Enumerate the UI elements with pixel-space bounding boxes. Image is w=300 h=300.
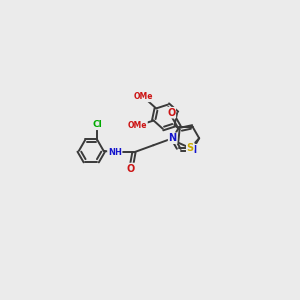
Text: N: N <box>188 145 196 155</box>
Text: Cl: Cl <box>92 120 102 129</box>
Text: O: O <box>167 108 175 118</box>
Text: NH: NH <box>108 148 122 157</box>
Text: O: O <box>127 164 135 173</box>
Text: OMe: OMe <box>134 92 153 101</box>
Text: OMe: OMe <box>128 121 147 130</box>
Text: N: N <box>169 133 177 143</box>
Text: S: S <box>187 143 194 153</box>
